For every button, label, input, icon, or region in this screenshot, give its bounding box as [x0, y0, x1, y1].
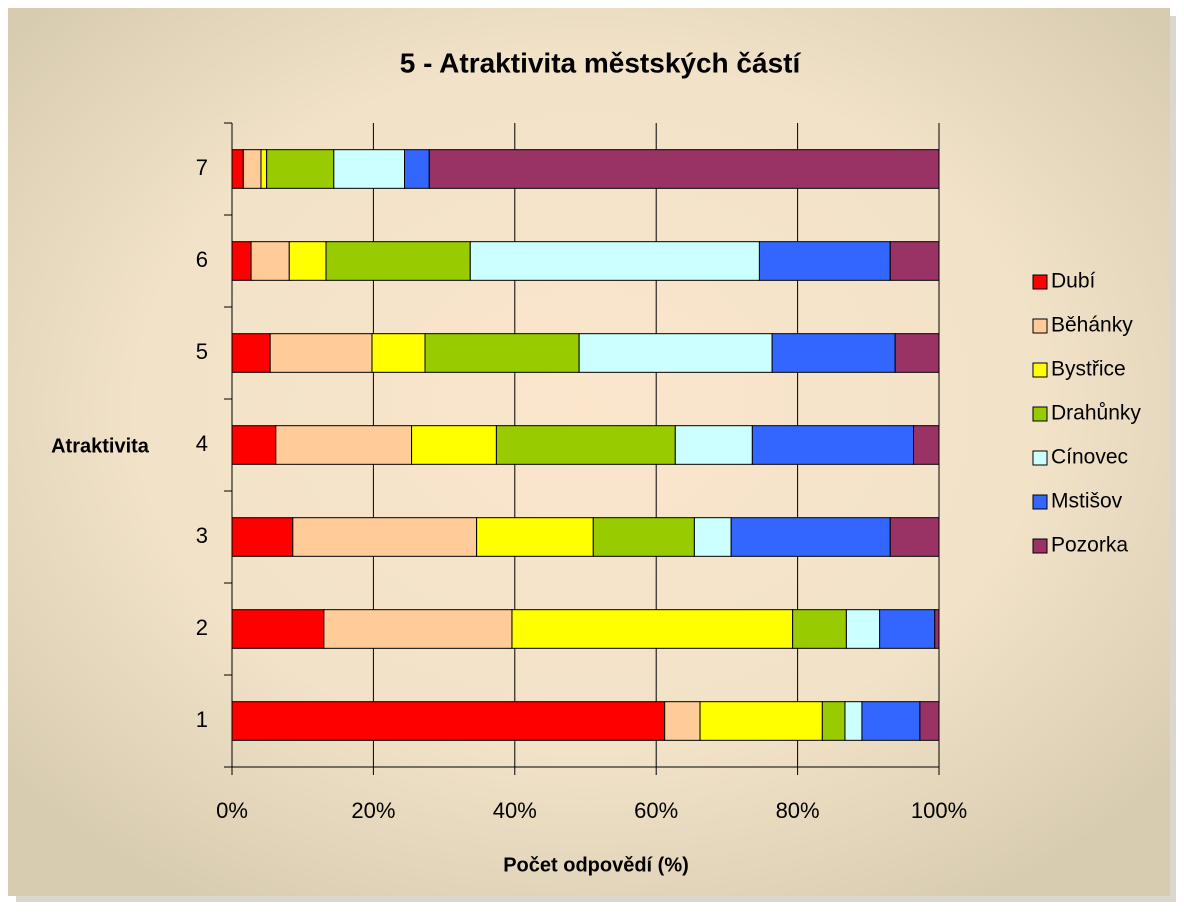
- y-tick-label: 3: [196, 523, 208, 548]
- bar-segment: [231, 149, 244, 189]
- bar-segment: [844, 701, 863, 741]
- x-tick-label: 20%: [351, 798, 395, 823]
- bar-segment: [476, 517, 594, 557]
- legend-label: Bystřice: [1051, 358, 1126, 381]
- bar-segment: [231, 333, 271, 373]
- bar-segment: [428, 149, 940, 189]
- bar-segment: [758, 241, 891, 281]
- bar-segment: [578, 333, 773, 373]
- chart-title: 5 - Atraktivita městských částí: [400, 47, 802, 78]
- legend-label: Dubí: [1051, 270, 1096, 293]
- bar-segment: [511, 609, 794, 649]
- bar-segment: [879, 609, 936, 649]
- bar-segment: [693, 517, 732, 557]
- legend-label: Pozorka: [1051, 534, 1128, 557]
- bar-segment: [934, 609, 940, 649]
- legend-swatch: [1032, 494, 1048, 510]
- y-tick-label: 5: [196, 339, 208, 364]
- bar-segment: [771, 333, 896, 373]
- legend-swatch: [1032, 362, 1048, 378]
- y-tick-label: 4: [196, 431, 208, 456]
- legend-label: Drahůnky: [1051, 402, 1141, 425]
- bar-segment: [231, 609, 325, 649]
- y-tick-label: 6: [196, 247, 208, 272]
- y-tick-label: 2: [196, 615, 208, 640]
- bar-segment: [821, 701, 846, 741]
- legend-label: Běhánky: [1051, 314, 1133, 337]
- bar-segment: [231, 517, 294, 557]
- bar-segment: [469, 241, 760, 281]
- legend-label: Mstišov: [1051, 490, 1123, 513]
- y-axis-label: Atraktivita: [51, 435, 150, 457]
- x-tick-label: 100%: [911, 798, 967, 823]
- bar-segment: [231, 425, 277, 465]
- x-tick-label: 80%: [776, 798, 820, 823]
- bar-segment: [894, 333, 940, 373]
- x-tick-label: 60%: [634, 798, 678, 823]
- bar-segment: [913, 425, 940, 465]
- bar-segment: [751, 425, 915, 465]
- y-tick-label: 1: [196, 707, 208, 732]
- x-axis-label: Počet odpovědí (%): [503, 854, 689, 876]
- bar-segment: [266, 149, 335, 189]
- bar-segment: [231, 241, 252, 281]
- bar-segment: [260, 149, 268, 189]
- bar-segment: [325, 241, 471, 281]
- bar-segment: [664, 701, 701, 741]
- legend-swatch: [1032, 318, 1048, 334]
- bar-segment: [333, 149, 406, 189]
- bar-segment: [269, 333, 373, 373]
- bar-segment: [371, 333, 426, 373]
- bar-segment: [845, 609, 881, 649]
- legend-swatch: [1032, 450, 1048, 466]
- bar-segment: [231, 701, 666, 741]
- legend-swatch: [1032, 274, 1048, 290]
- bar-segment: [792, 609, 847, 649]
- bar-segment: [250, 241, 290, 281]
- bar-segment: [730, 517, 891, 557]
- bar-segment: [404, 149, 430, 189]
- legend-swatch: [1032, 538, 1048, 554]
- bar-segment: [699, 701, 823, 741]
- bar-segment: [275, 425, 413, 465]
- bar-segment: [292, 517, 478, 557]
- bar-segment: [889, 517, 940, 557]
- bar-segment: [919, 701, 940, 741]
- legend-swatch: [1032, 406, 1048, 422]
- x-tick-label: 0%: [216, 798, 248, 823]
- bar-segment: [424, 333, 580, 373]
- bar-segment: [288, 241, 327, 281]
- bar-segment: [674, 425, 753, 465]
- bar-segment: [242, 149, 262, 189]
- legend-label: Cínovec: [1051, 446, 1128, 469]
- bar-segment: [861, 701, 921, 741]
- bar-segment: [323, 609, 513, 649]
- bar-segment: [889, 241, 940, 281]
- bar-segment: [495, 425, 676, 465]
- y-tick-label: 7: [196, 155, 208, 180]
- bar-segment: [592, 517, 695, 557]
- x-tick-label: 40%: [493, 798, 537, 823]
- bar-segment: [411, 425, 497, 465]
